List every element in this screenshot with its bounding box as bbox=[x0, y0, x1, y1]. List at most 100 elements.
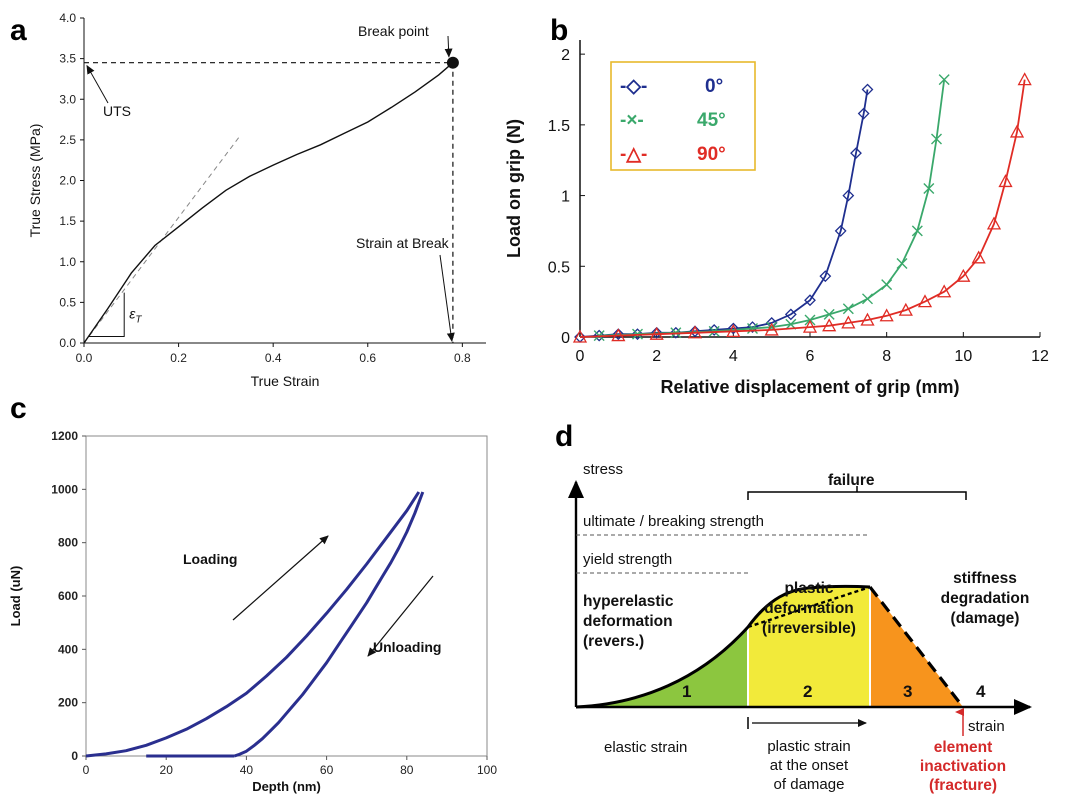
series-2-marker bbox=[956, 268, 971, 282]
series-2-marker bbox=[822, 318, 837, 332]
series-0-marker bbox=[850, 147, 862, 160]
legend-marker-0: -◇- bbox=[620, 76, 647, 97]
series-2-marker bbox=[860, 312, 875, 326]
panel-c-unloading-label: Unloading bbox=[373, 639, 441, 655]
panel-c-loading-label: Loading bbox=[183, 551, 237, 567]
legend-marker-1: -×- bbox=[620, 110, 644, 131]
y-tick-label: 0.5 bbox=[548, 259, 570, 276]
panel-c-loading-arrow bbox=[232, 535, 329, 621]
series-1-marker bbox=[747, 323, 758, 335]
y-axis-label-stress: stress bbox=[583, 461, 623, 478]
x-tick-label: 12 bbox=[1031, 348, 1049, 365]
series-0-marker bbox=[857, 107, 870, 120]
panel-a-strain-at-break-arrow bbox=[439, 254, 455, 342]
panel-letter-d: d bbox=[555, 420, 573, 453]
panel-a-uts-arrow bbox=[86, 64, 109, 104]
y-tick-label: 1 bbox=[561, 189, 570, 206]
panel-b-series bbox=[572, 72, 1032, 343]
series-unloading bbox=[233, 491, 425, 758]
x-tick-label: 0.8 bbox=[454, 351, 471, 365]
series-0-marker bbox=[804, 294, 816, 307]
region-3-text-1: stiffness bbox=[953, 570, 1017, 587]
x-tick-label: 2 bbox=[652, 348, 661, 365]
inactivation-label-2: inactivation bbox=[920, 758, 1006, 775]
panel-a-stress-strain-curve bbox=[83, 62, 454, 344]
panel-letter-c: c bbox=[10, 392, 27, 425]
inactivation-label-3: (fracture) bbox=[929, 777, 997, 794]
series-0-marker bbox=[650, 326, 663, 339]
region-3-number: 3 bbox=[903, 682, 912, 701]
series-loading bbox=[85, 491, 421, 758]
series-2-marker bbox=[998, 174, 1013, 188]
legend-entry-0: 0° bbox=[705, 76, 723, 97]
region-3-fill bbox=[870, 587, 963, 707]
y-tick-label: 1200 bbox=[51, 429, 78, 443]
y-tick-label: 800 bbox=[58, 536, 78, 550]
y-tick-label: 1.0 bbox=[59, 255, 76, 269]
ultimate-strength-label: ultimate / breaking strength bbox=[583, 513, 764, 530]
panel-letter-a: a bbox=[10, 14, 27, 47]
series-1-marker bbox=[881, 279, 893, 291]
y-tick-label: 3.0 bbox=[59, 92, 76, 106]
series-0-marker bbox=[612, 328, 625, 341]
series-1-marker bbox=[911, 225, 923, 237]
failure-bracket bbox=[747, 491, 967, 500]
panel-a-x-axis-title: True Strain bbox=[251, 373, 320, 389]
x-tick-label: 80 bbox=[400, 763, 414, 777]
panel-c-axes bbox=[85, 435, 488, 757]
series-1-marker bbox=[923, 183, 935, 194]
series-2-marker bbox=[1009, 124, 1025, 138]
region-1-fill bbox=[576, 627, 748, 707]
y-tick-label: 0.5 bbox=[59, 295, 76, 309]
series-2-marker bbox=[898, 302, 913, 316]
panel-b-x-axis-title: Relative displacement of grip (mm) bbox=[660, 377, 959, 397]
x-tick-label: 0.4 bbox=[265, 351, 282, 365]
x-tick-label: 60 bbox=[320, 763, 334, 777]
x-tick-label: 10 bbox=[954, 348, 972, 365]
elastic-strain-label: elastic strain bbox=[604, 739, 687, 756]
region-2-fill bbox=[748, 586, 870, 707]
series-2-marker bbox=[917, 294, 933, 308]
panel-d: d stress strain failure ultimate / break… bbox=[555, 420, 1032, 794]
panel-a-break-point-label: Break point bbox=[358, 23, 429, 39]
panel-b-legend-box bbox=[610, 61, 756, 171]
y-tick-label: 2 bbox=[561, 47, 570, 64]
series-2-marker bbox=[937, 284, 952, 298]
panel-a-y-axis-title: True Stress (MPa) bbox=[27, 124, 43, 238]
region-2-text-1: plastic bbox=[784, 580, 833, 597]
panel-a-break-point-marker bbox=[446, 56, 459, 69]
series-2-marker bbox=[879, 308, 894, 322]
series-0-marker bbox=[834, 225, 847, 237]
panel-c-series bbox=[85, 491, 425, 758]
series-2-marker bbox=[764, 322, 779, 336]
series-1-marker bbox=[862, 293, 873, 305]
x-tick-label: 0.2 bbox=[170, 351, 187, 365]
panel-b-legend: -◇- 0° -×- 45° -△- 90° bbox=[620, 76, 726, 165]
y-tick-label: 0 bbox=[561, 330, 570, 347]
plastic-strain-label-2: at the onset bbox=[770, 757, 849, 774]
panel-a-uts-label: UTS bbox=[103, 103, 131, 119]
series-0-marker bbox=[727, 322, 740, 335]
panel-a-break-point-arrow bbox=[444, 35, 453, 58]
region-1-text-3: (revers.) bbox=[583, 633, 644, 650]
panel-a: a 0.0 0.2 0.4 0.6 0.8 0.0 0.5 1.0 1.5 2.0 2.5 3.0 3.… bbox=[10, 11, 486, 389]
plastic-strain-label-1: plastic strain bbox=[767, 738, 850, 755]
series-0-marker bbox=[631, 328, 644, 341]
series-2-marker bbox=[1017, 72, 1032, 86]
yield-strength-label: yield strength bbox=[583, 551, 672, 568]
x-axis-label-strain: strain bbox=[968, 718, 1005, 735]
legend-entry-2: 90° bbox=[697, 144, 726, 165]
x-tick-label: 0 bbox=[83, 763, 90, 777]
y-tick-label: 2.0 bbox=[59, 174, 76, 188]
panel-b-ticks: 0 2 4 6 8 10 12 0 0.5 1 1.5 2 bbox=[548, 47, 1049, 365]
y-tick-label: 600 bbox=[58, 589, 78, 603]
y-tick-label: 4.0 bbox=[59, 11, 76, 25]
y-tick-label: 1000 bbox=[51, 482, 78, 496]
y-tick-label: 1.5 bbox=[59, 214, 76, 228]
region-2-text-2: deformation bbox=[764, 600, 854, 617]
panel-a-strain-at-break-label: Strain at Break bbox=[356, 235, 450, 251]
region-3-text-2: degradation bbox=[941, 590, 1030, 607]
series-1-marker bbox=[931, 133, 942, 145]
series-line-2 bbox=[579, 79, 1026, 338]
